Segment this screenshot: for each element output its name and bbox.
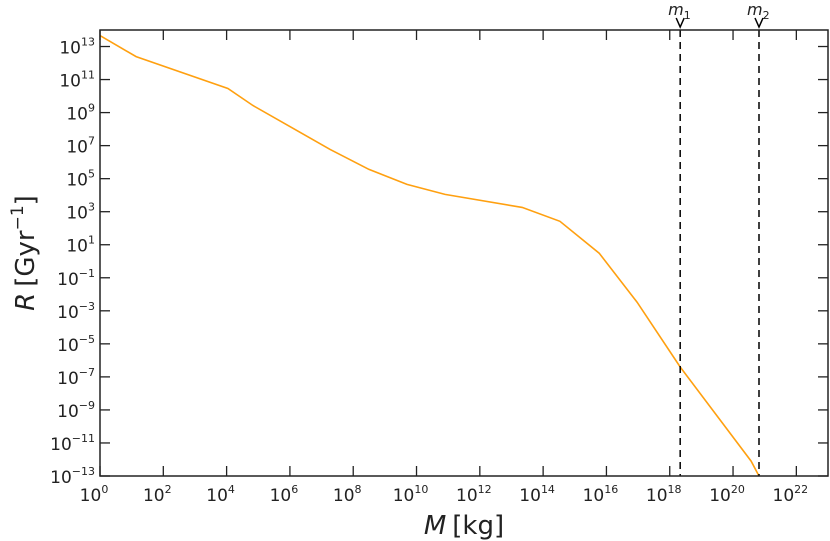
y-tick-label: 109 [66,102,95,125]
marker-label: m2 [747,0,770,22]
y-axis-label: R[Gyr−1] [8,195,41,311]
x-tick-label: 102 [143,483,172,506]
y-tick-label: 10−7 [57,366,95,389]
x-tick-label: 1012 [456,483,492,506]
x-tick-label: 104 [206,483,235,506]
y-tick-label: 10−3 [57,300,95,323]
series-line [99,34,760,477]
y-tick-label: 1013 [59,36,95,59]
x-tick-label: 1020 [709,483,745,506]
y-tick-label: 1011 [59,69,95,92]
marker-label: m1 [668,0,691,22]
y-tick-label: 10−11 [50,432,95,455]
y-tick-label: 10−1 [57,267,95,290]
x-tick-label: 1022 [773,483,809,506]
marker-arrow-icon [754,17,764,29]
y-tick-label: 103 [66,201,95,224]
x-tick-label: 108 [333,483,362,506]
x-tick-label: 1014 [519,483,555,506]
y-tick-label: 10−5 [57,333,95,356]
y-tick-label: 10−13 [50,465,95,488]
marker-arrow-icon [675,17,685,29]
x-tick-label: 1018 [646,483,682,506]
x-axis-label: M [kg] [424,511,504,541]
y-tick-label: 101 [66,234,95,257]
x-tick-label: 1016 [583,483,619,506]
y-tick-label: 10−9 [57,399,95,422]
y-tick-label: 105 [66,168,95,191]
x-tick-label: 100 [80,483,109,506]
axes-frame [99,29,829,477]
y-tick-label: 107 [66,135,95,158]
x-tick-label: 1010 [393,483,429,506]
x-tick-label: 106 [270,483,299,506]
